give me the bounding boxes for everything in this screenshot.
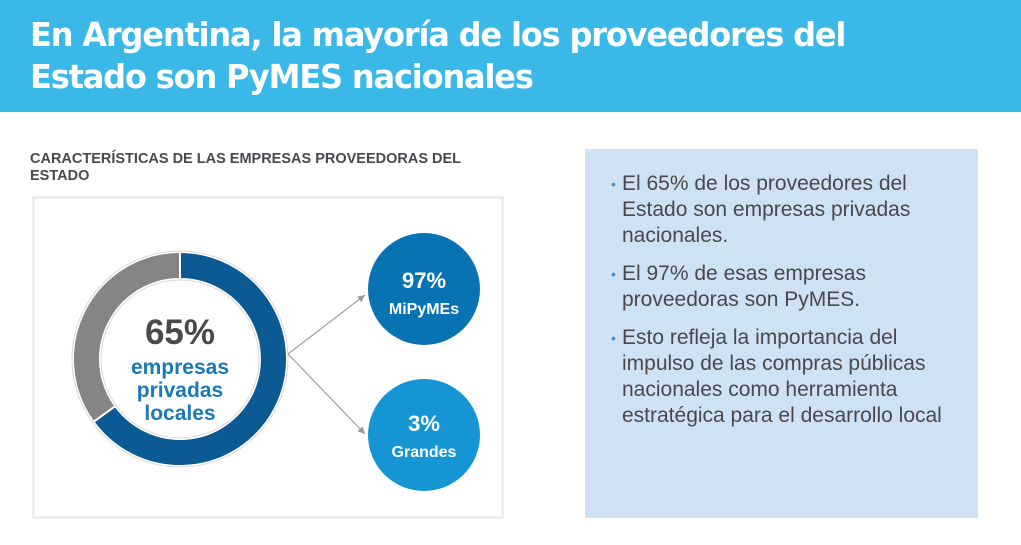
arrow-to-grandes <box>287 353 366 435</box>
mipymes-bubble <box>368 233 480 345</box>
chart-section-title: CARACTERÍSTICAS DE LAS EMPRESAS PROVEEDO… <box>30 151 461 184</box>
mipymes-label: MiPyMEs <box>389 301 459 318</box>
bullet-icon: • <box>611 266 616 282</box>
donut-slice-1 <box>72 250 181 424</box>
donut <box>71 250 289 468</box>
donut-center-label-2: privadas <box>137 379 223 402</box>
bullet-text: Esto refleja la importancia del impulso … <box>622 326 942 427</box>
grandes-value: 3% <box>408 411 440 436</box>
bullet-list: • El 65% de los proveedores del Estado s… <box>611 171 971 441</box>
bullet-item: • Esto refleja la importancia del impuls… <box>611 325 971 429</box>
donut-center-label-1: empresas <box>131 356 229 379</box>
chart-panel: 65% empresas privadas locales 97% MiPyME… <box>32 196 504 519</box>
donut-center-value: 65% <box>145 313 215 352</box>
grandes-label: Grandes <box>392 444 457 461</box>
bullet-item: • El 97% de esas empresas proveedoras so… <box>611 261 971 313</box>
grandes-bubble <box>368 379 480 491</box>
donut-chart: 65% empresas privadas locales 97% MiPyME… <box>71 233 480 491</box>
bullet-item: • El 65% de los proveedores del Estado s… <box>611 171 971 249</box>
bullet-text: El 65% de los proveedores del Estado son… <box>622 172 911 247</box>
bullet-text: El 97% de esas empresas proveedoras son … <box>622 262 866 311</box>
info-panel: • El 65% de los proveedores del Estado s… <box>585 149 978 518</box>
donut-outline <box>71 250 289 468</box>
bullet-icon: • <box>611 330 616 346</box>
donut-center <box>100 279 260 439</box>
donut-slice-0 <box>92 250 288 467</box>
bullet-icon: • <box>611 176 616 192</box>
mipymes-value: 97% <box>402 268 446 293</box>
donut-center-label-3: locales <box>144 402 215 425</box>
header-banner: En Argentina, la mayoría de los proveedo… <box>0 0 1021 112</box>
page-title: En Argentina, la mayoría de los proveedo… <box>30 15 846 96</box>
arrow-to-mipymes <box>287 294 366 355</box>
